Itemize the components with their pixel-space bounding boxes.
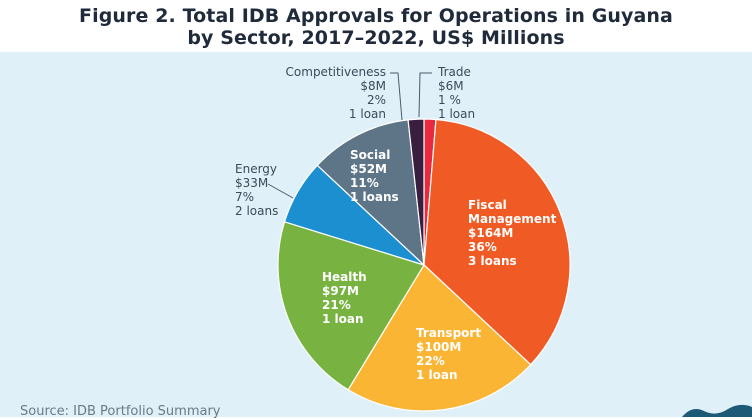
leader-line-competitiveness (390, 72, 403, 121)
source-note: Source: IDB Portfolio Summary (20, 404, 221, 419)
pie-slice-fiscal-management (423, 118, 571, 366)
slice-label-transport: Transport $100M 22% 1 loan (416, 326, 481, 382)
pie-slice-competitiveness (407, 118, 425, 266)
slice-label-fiscal-management: Fiscal Management $164M 36% 3 loans (468, 198, 557, 268)
slice-label-energy: Energy $33M 7% 2 loans (235, 162, 278, 218)
pie-slice-health (277, 221, 425, 391)
figure-title-band: Figure 2. Total IDB Approvals for Operat… (0, 0, 752, 52)
pie-slice-transport (347, 264, 532, 412)
leader-line-trade (418, 72, 432, 118)
slice-label-trade: Trade $6M 1 % 1 loan (437, 65, 475, 121)
figure-title-line-2: by Sector, 2017–2022, US$ Millions (187, 27, 565, 49)
slice-label-competitiveness: Competitiveness $8M 2% 1 loan (286, 65, 386, 121)
figure-title-line-1: Figure 2. Total IDB Approvals for Operat… (79, 5, 673, 27)
slice-label-social: Social $52M 11% 1 loans (350, 148, 399, 204)
pie-slice-social (316, 119, 425, 267)
wave-decoration-icon (682, 404, 752, 417)
slice-label-health: Health $97M 21% 1 loan (322, 270, 367, 326)
leader-line-energy (267, 183, 294, 199)
